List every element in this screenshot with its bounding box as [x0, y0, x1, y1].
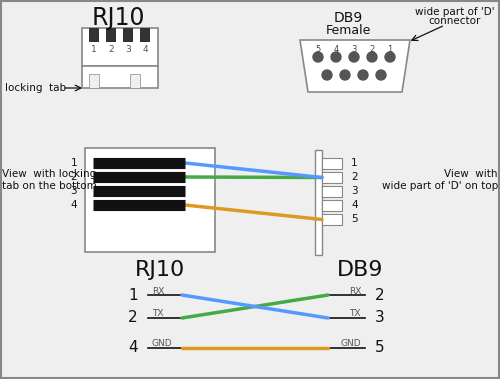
Text: 3: 3	[352, 45, 356, 55]
Bar	[322, 158, 342, 169]
Text: 2: 2	[70, 172, 77, 182]
Text: 2: 2	[128, 310, 138, 326]
Bar	[322, 214, 342, 225]
Text: View  with
wide part of 'D' on top: View with wide part of 'D' on top	[382, 169, 498, 191]
Text: DB9: DB9	[337, 260, 384, 280]
Text: 3: 3	[125, 44, 131, 53]
Text: 5: 5	[375, 340, 385, 356]
Text: 5: 5	[351, 215, 358, 224]
Bar	[106, 28, 116, 42]
Text: 1: 1	[128, 288, 138, 302]
Circle shape	[358, 70, 368, 80]
Text: 1: 1	[91, 44, 97, 53]
Text: 4: 4	[334, 45, 338, 55]
Bar	[322, 172, 342, 183]
Text: 3: 3	[351, 186, 358, 196]
Text: RJ10: RJ10	[91, 6, 145, 30]
Text: 1: 1	[70, 158, 77, 168]
Text: 4: 4	[351, 200, 358, 210]
Text: 1: 1	[388, 45, 392, 55]
Bar	[322, 200, 342, 211]
Text: RX: RX	[152, 287, 164, 296]
Circle shape	[331, 52, 341, 62]
Text: DB9: DB9	[334, 11, 362, 25]
Circle shape	[376, 70, 386, 80]
Bar	[85, 148, 215, 252]
Text: 3: 3	[375, 310, 385, 326]
Text: 3: 3	[70, 186, 77, 196]
Text: 4: 4	[70, 200, 77, 210]
Text: Female: Female	[326, 23, 370, 36]
Text: connector: connector	[429, 16, 481, 26]
Circle shape	[340, 70, 350, 80]
Bar	[315, 150, 322, 255]
Bar	[130, 74, 140, 88]
Text: locking  tab: locking tab	[5, 83, 66, 93]
Text: 5: 5	[316, 45, 320, 55]
Text: wide part of 'D': wide part of 'D'	[415, 7, 495, 17]
Circle shape	[349, 52, 359, 62]
Text: GND: GND	[340, 340, 361, 349]
Bar	[322, 186, 342, 197]
Text: TX: TX	[152, 310, 164, 318]
Bar	[123, 28, 133, 42]
Circle shape	[313, 52, 323, 62]
Circle shape	[322, 70, 332, 80]
Text: 2: 2	[370, 45, 374, 55]
Text: GND: GND	[152, 340, 172, 349]
Bar	[89, 28, 99, 42]
Bar	[89, 74, 99, 88]
Text: 2: 2	[375, 288, 385, 302]
Text: 4: 4	[128, 340, 138, 356]
Bar	[140, 28, 150, 42]
Bar	[82, 28, 158, 66]
Text: 2: 2	[351, 172, 358, 183]
Text: 1: 1	[351, 158, 358, 169]
Text: View  with locking
tab on the bottom: View with locking tab on the bottom	[2, 169, 97, 191]
Text: 2: 2	[108, 44, 114, 53]
Text: RX: RX	[348, 287, 361, 296]
Circle shape	[367, 52, 377, 62]
Text: TX: TX	[350, 310, 361, 318]
Text: 4: 4	[142, 44, 148, 53]
Polygon shape	[300, 40, 410, 92]
Circle shape	[385, 52, 395, 62]
Text: RJ10: RJ10	[135, 260, 185, 280]
Bar	[82, 66, 158, 88]
